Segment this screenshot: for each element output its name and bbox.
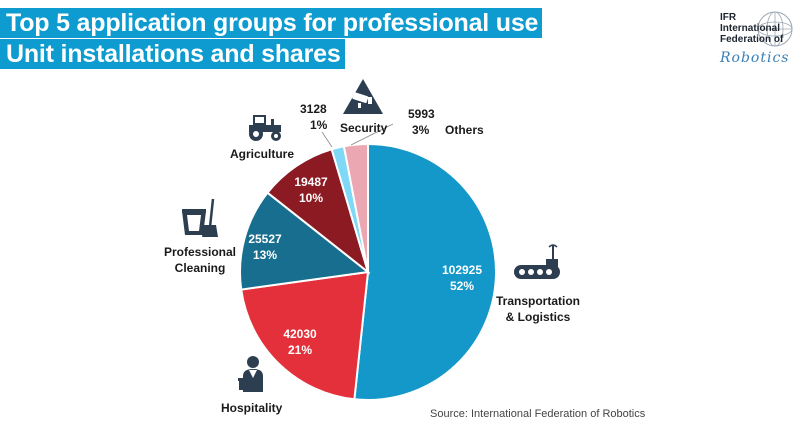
pie-slice-cleaning — [239, 191, 371, 291]
others-share: 3% — [412, 123, 430, 137]
transportation-label: Transportation & Logistics — [495, 294, 580, 324]
pie-slice-transportation — [353, 142, 497, 401]
waiter-icon — [238, 356, 263, 392]
cleaning-value: 25527 — [248, 232, 282, 246]
transportation-value: 102925 — [441, 263, 483, 277]
security-share: 1% — [310, 118, 328, 132]
cleaning-label: Professional Cleaning — [163, 245, 237, 275]
agriculture-share: 10% — [298, 191, 324, 205]
tractor-icon — [249, 115, 281, 141]
bucket-broom-icon — [182, 198, 218, 237]
hospitality-value: 42030 — [283, 327, 317, 341]
chart-subtitle: Unit installations and shares — [0, 39, 345, 69]
agriculture-value: 19487 — [294, 175, 328, 189]
others-label: Others — [445, 123, 484, 137]
ifr-logo: IFR International Federation of Robotics — [718, 10, 794, 70]
chart-title: Top 5 application groups for professiona… — [0, 8, 543, 38]
logo-federation: Federation of — [720, 34, 784, 45]
security-value: 3128 — [300, 102, 327, 116]
source-note: Source: International Federation of Robo… — [430, 408, 646, 420]
pie-slice-others — [342, 142, 369, 273]
agriculture-label: Agriculture — [230, 147, 295, 161]
pie-slice-hospitality — [240, 270, 370, 401]
hospitality-share: 21% — [287, 343, 313, 357]
others-value: 5993 — [408, 107, 435, 121]
security-label: Security — [340, 121, 388, 135]
pie-slice-agriculture — [266, 148, 370, 275]
tracked-robot-icon — [514, 244, 560, 279]
cleaning-share: 13% — [252, 248, 278, 262]
others-leader-line — [350, 123, 394, 146]
hospitality-label: Hospitality — [221, 401, 283, 415]
globe-icon — [757, 11, 793, 47]
logo-robotics: Robotics — [720, 50, 790, 66]
logo-international: International — [720, 23, 781, 34]
logo-ifr: IFR — [720, 12, 737, 23]
cctv-camera-icon — [343, 79, 383, 114]
security-leader-line — [321, 131, 333, 148]
transportation-share: 52% — [449, 279, 475, 293]
